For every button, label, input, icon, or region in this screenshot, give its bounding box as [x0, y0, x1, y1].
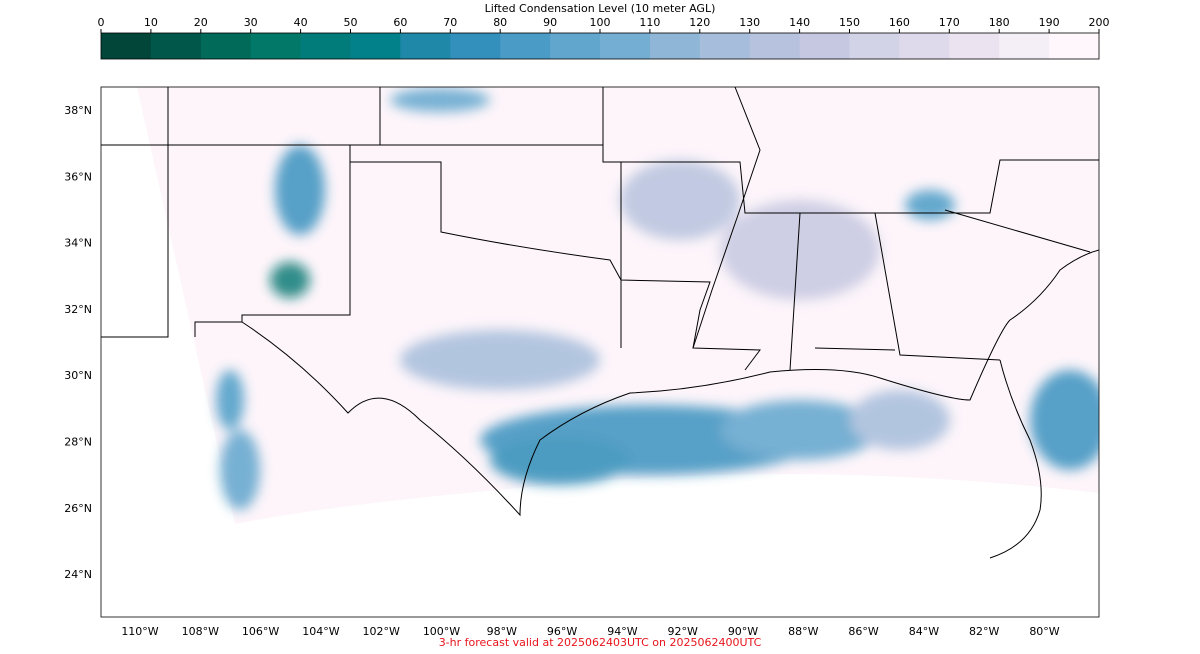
lon-label: 92°W — [668, 625, 698, 638]
colorbar-tick-label: 60 — [393, 16, 407, 29]
colorbar-swatch — [849, 33, 900, 59]
colorbar-swatch — [649, 33, 701, 59]
colorbar-swatch — [1049, 33, 1100, 59]
borders — [101, 87, 1099, 559]
lat-label: 38°N — [64, 104, 92, 117]
lon-label: 86°W — [848, 625, 878, 638]
colorbar-swatch — [500, 33, 551, 59]
colorbar-swatch — [350, 33, 401, 59]
colorbar-tick-label: 120 — [689, 16, 710, 29]
colorbar-tick-label: 80 — [493, 16, 507, 29]
colorbar-tick-label: 30 — [244, 16, 258, 29]
lon-label: 82°W — [969, 625, 999, 638]
map-area — [101, 87, 1099, 559]
colorbar-swatch — [300, 33, 351, 59]
lon-label: 90°W — [728, 625, 758, 638]
colorbar-tick-label: 160 — [889, 16, 910, 29]
lon-label: 110°W — [121, 625, 158, 638]
colorbar-swatch — [749, 33, 801, 59]
colorbar-tick-label: 190 — [1039, 16, 1060, 29]
lat-label: 32°N — [64, 303, 92, 316]
lon-label: 80°W — [1029, 625, 1059, 638]
colorbar-tick-label: 150 — [839, 16, 860, 29]
lon-label: 108°W — [182, 625, 219, 638]
lon-label: 106°W — [242, 625, 279, 638]
colorbar-swatch — [550, 33, 601, 59]
colorbar-tick-label: 100 — [590, 16, 611, 29]
lon-label: 96°W — [547, 625, 577, 638]
lat-label: 28°N — [64, 436, 92, 449]
colorbar-swatch — [200, 33, 252, 59]
colorbar-swatch — [600, 33, 651, 59]
colorbar-swatch — [699, 33, 751, 59]
colorbar-swatch — [250, 33, 302, 59]
lon-label: 102°W — [363, 625, 400, 638]
lon-label: 104°W — [302, 625, 339, 638]
map-frame — [100, 86, 1100, 618]
lat-label: 24°N — [64, 568, 92, 581]
colorbar-swatch — [101, 33, 152, 59]
colorbar-tick-label: 20 — [194, 16, 208, 29]
colorbar-title: Lifted Condensation Level (10 meter AGL) — [485, 2, 716, 15]
lon-label: 94°W — [607, 625, 637, 638]
colorbar-tick-label: 170 — [939, 16, 960, 29]
colorbar-tick-label: 110 — [639, 16, 660, 29]
colorbar-swatch — [450, 33, 501, 59]
axis-labels: 38°N 36°N 34°N 32°N 30°N 28°N 26°N 24°N 110°W 108… — [64, 104, 1060, 638]
lon-label: 100°W — [423, 625, 460, 638]
footer: 3-hr forecast valid at 2025062403UTC on … — [439, 636, 762, 649]
lon-label: 98°W — [487, 625, 517, 638]
colorbar-swatch — [150, 33, 202, 59]
colorbar-tick-label: 200 — [1089, 16, 1110, 29]
colorbar-tick-label: 50 — [344, 16, 358, 29]
lat-label: 36°N — [64, 170, 92, 183]
lon-label: 84°W — [909, 625, 939, 638]
lat-label: 26°N — [64, 502, 92, 515]
colorbar-tick-label: 0 — [98, 16, 105, 29]
lcl-field — [216, 88, 1099, 510]
colorbar-tick-label: 90 — [543, 16, 557, 29]
colorbar-tick-label: 10 — [144, 16, 158, 29]
colorbar: 0 10 20 30 40 50 60 70 80 90 100 110 120 130 140 150 160… — [98, 16, 1110, 60]
colorbar-swatch — [949, 33, 1000, 59]
lat-label: 34°N — [64, 237, 92, 250]
colorbar-tick-label: 70 — [443, 16, 457, 29]
colorbar-tick-label: 180 — [989, 16, 1010, 29]
colorbar-swatch — [799, 33, 850, 59]
colorbar-tick-label: 130 — [739, 16, 760, 29]
colorbar-swatch — [400, 33, 451, 59]
colorbar-tick-label: 40 — [294, 16, 308, 29]
lat-label: 30°N — [64, 369, 92, 382]
colorbar-swatch — [899, 33, 950, 59]
colorbar-swatch — [999, 33, 1050, 59]
lon-label: 88°W — [788, 625, 818, 638]
colorbar-tick-label: 140 — [789, 16, 810, 29]
